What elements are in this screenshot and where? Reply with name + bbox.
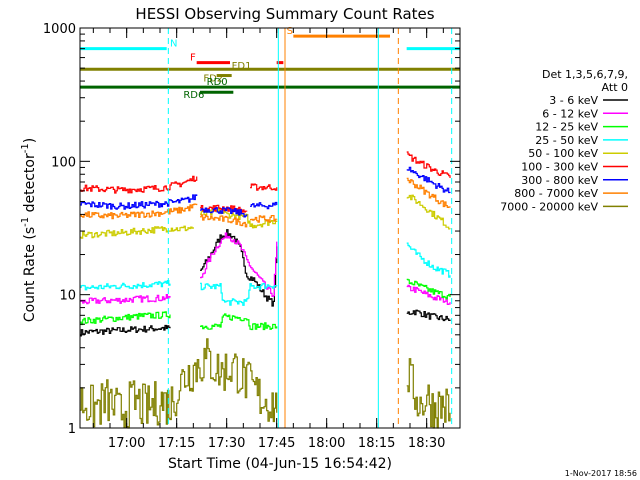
series-line (80, 203, 198, 220)
series-line (406, 166, 451, 194)
y-tick-label: 10 (59, 289, 76, 304)
flag-label: F (190, 53, 196, 64)
series-line (406, 284, 451, 305)
series-line (200, 214, 248, 228)
x-tick-label: 18:00 (308, 436, 345, 451)
series-line (406, 242, 451, 278)
legend-label: 7000 - 20000 keV (500, 200, 598, 213)
legend-attenuator: Att 0 (602, 81, 628, 94)
y-axis-label-exp1: -1 (20, 217, 31, 227)
series-line (200, 207, 248, 218)
series-line (80, 311, 171, 326)
series-line (406, 177, 451, 208)
flag-label: FD2 (203, 74, 223, 85)
y-tick-label: 100 (51, 155, 76, 170)
legend-label: 25 - 50 keV (535, 134, 598, 147)
series-line (250, 183, 278, 191)
legend-label: 50 - 100 keV (528, 147, 598, 160)
series-line (200, 232, 278, 297)
x-tick-label: 18:30 (408, 436, 445, 451)
y-axis-label-exp2: -1 (20, 143, 31, 153)
flag-label: FD1 (232, 61, 252, 72)
plot-frame (79, 27, 461, 429)
legend-label: 100 - 300 keV (521, 161, 598, 174)
series-line (80, 175, 198, 194)
footer-timestamp: 1-Nov-2017 18:56 (565, 469, 637, 478)
x-tick-label: 18:15 (358, 436, 395, 451)
series-line (80, 194, 198, 210)
series-line (80, 280, 171, 291)
series-line (406, 151, 451, 178)
plot-area (80, 151, 451, 429)
y-axis: 1 10 100 1000 (43, 22, 460, 437)
legend-label: 6 - 12 keV (542, 107, 598, 120)
x-tick-label: 17:15 (158, 436, 195, 451)
series-line (250, 201, 278, 210)
series-line (200, 313, 278, 331)
x-axis: 17:00 17:15 17:30 17:45 18:00 18:15 18:30 (92, 28, 445, 451)
x-axis-label: Start Time (04-Jun-15 16:54:42) (168, 456, 392, 472)
flag-label: RD0 (207, 77, 228, 88)
series-line (406, 309, 451, 322)
series-line (406, 358, 451, 429)
legend-header: Det 1,3,5,6,7,9, (542, 68, 628, 81)
legend-label: 12 - 25 keV (535, 121, 598, 134)
series-line (80, 294, 171, 305)
series-line (80, 338, 278, 429)
flag-label: N (170, 39, 177, 50)
flag-label: S (287, 26, 293, 37)
series-line (406, 194, 451, 230)
flag-label: RD6 (183, 90, 204, 101)
series-line (200, 229, 278, 307)
y-tick-label: 1 (68, 422, 76, 437)
series-line (250, 215, 278, 223)
y-axis-label-main: Count Rate (s (22, 227, 38, 322)
y-axis-label-mid: detector (22, 153, 38, 217)
series-line (80, 324, 171, 337)
y-axis-label-end: ) (22, 138, 38, 143)
legend-label: 3 - 6 keV (549, 94, 598, 107)
x-tick-label: 17:30 (208, 436, 245, 451)
legend-label: 300 - 800 keV (521, 174, 598, 187)
series-line (200, 282, 278, 306)
legend-label: 800 - 7000 keV (514, 187, 598, 200)
x-tick-label: 17:45 (258, 436, 295, 451)
series-line (406, 278, 451, 300)
x-tick-label: 17:00 (108, 436, 145, 451)
series-line (80, 225, 194, 239)
chart-title: HESSI Observing Summary Count Rates (135, 5, 434, 23)
y-axis-label: Count Rate (s-1 detector-1) (20, 138, 38, 322)
vertical-markers (167, 28, 453, 428)
y-tick-label: 1000 (43, 22, 76, 37)
